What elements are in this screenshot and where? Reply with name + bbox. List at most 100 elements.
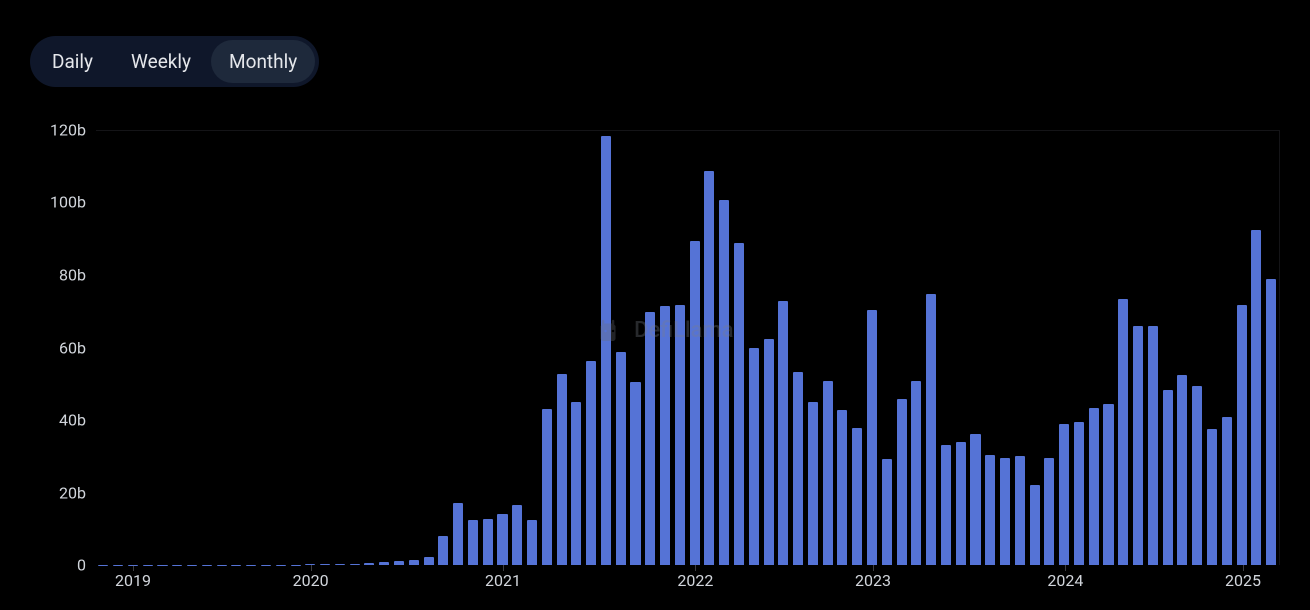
bar[interactable] [1118, 299, 1128, 565]
bar-slot [362, 131, 377, 565]
bar[interactable] [1074, 422, 1084, 565]
bar[interactable] [1030, 485, 1040, 565]
bar[interactable] [690, 241, 700, 565]
bar-slot [599, 131, 614, 565]
bar-slot [761, 131, 776, 565]
bar[interactable] [867, 310, 877, 565]
bar-slot [318, 131, 333, 565]
bar[interactable] [1089, 408, 1099, 565]
bar-slot [96, 131, 111, 565]
bar[interactable] [527, 520, 537, 565]
x-tick-label: 2022 [677, 571, 713, 590]
bar[interactable] [1251, 230, 1261, 565]
bar[interactable] [1000, 458, 1010, 565]
bar[interactable] [616, 352, 626, 565]
tab-weekly[interactable]: Weekly [113, 40, 209, 83]
bar-slot [451, 131, 466, 565]
bar[interactable] [660, 306, 670, 565]
bar[interactable] [882, 459, 892, 565]
bar-slot [658, 131, 673, 565]
bar[interactable] [1192, 386, 1202, 565]
bar[interactable] [704, 171, 714, 565]
bar-slot [983, 131, 998, 565]
bar[interactable] [734, 243, 744, 565]
bar[interactable] [1177, 375, 1187, 565]
bar[interactable] [1103, 404, 1113, 565]
bar[interactable] [749, 348, 759, 565]
plot-area: DefiLlama [96, 130, 1280, 565]
bar[interactable] [542, 409, 552, 565]
bar[interactable] [970, 434, 980, 565]
tab-daily[interactable]: Daily [34, 40, 111, 83]
bar-slot [939, 131, 954, 565]
bar[interactable] [1148, 326, 1158, 565]
bar-slot [392, 131, 407, 565]
bar[interactable] [630, 382, 640, 565]
bar[interactable] [719, 200, 729, 565]
bar-slot [1234, 131, 1249, 565]
bar-slot [140, 131, 155, 565]
bar[interactable] [852, 428, 862, 565]
bar-slot [643, 131, 658, 565]
y-tick-label: 80b [20, 265, 86, 284]
bar[interactable] [424, 557, 434, 565]
bar[interactable] [1266, 279, 1276, 565]
bar-slot [303, 131, 318, 565]
bar[interactable] [778, 301, 788, 565]
x-tick-label: 2023 [855, 571, 891, 590]
bar[interactable] [837, 410, 847, 565]
bar-slot [1264, 131, 1279, 565]
bar-slot [510, 131, 525, 565]
bar[interactable] [453, 503, 463, 565]
bar[interactable] [823, 381, 833, 565]
bar[interactable] [956, 442, 966, 565]
bar-slot [554, 131, 569, 565]
bar-slot [480, 131, 495, 565]
bar[interactable] [512, 505, 522, 565]
bar[interactable] [793, 372, 803, 565]
bar[interactable] [1044, 458, 1054, 565]
bar[interactable] [941, 445, 951, 565]
bar-slot [1205, 131, 1220, 565]
bar[interactable] [497, 514, 507, 565]
bar[interactable] [911, 381, 921, 565]
bar-slot [1057, 131, 1072, 565]
bar[interactable] [1237, 305, 1247, 565]
bar[interactable] [926, 294, 936, 565]
tab-monthly[interactable]: Monthly [211, 40, 315, 83]
bar[interactable] [985, 455, 995, 565]
bar[interactable] [808, 402, 818, 565]
bar[interactable] [1133, 326, 1143, 565]
bar-slot [687, 131, 702, 565]
bar[interactable] [1059, 424, 1069, 565]
bar-slot [820, 131, 835, 565]
bar[interactable] [1222, 417, 1232, 565]
bar-slot [155, 131, 170, 565]
bar-slot [406, 131, 421, 565]
bar[interactable] [468, 520, 478, 565]
bar-slot [1190, 131, 1205, 565]
bar-slot [259, 131, 274, 565]
bar[interactable] [483, 519, 493, 565]
bar[interactable] [601, 136, 611, 565]
bar[interactable] [1015, 456, 1025, 565]
bar[interactable] [675, 305, 685, 565]
bar-slot [791, 131, 806, 565]
bar[interactable] [897, 399, 907, 565]
interval-tab-group: DailyWeeklyMonthly [30, 36, 319, 87]
bar-slot [495, 131, 510, 565]
bar-slot [126, 131, 141, 565]
bar[interactable] [1163, 390, 1173, 565]
bar-slot [1160, 131, 1175, 565]
bar[interactable] [764, 339, 774, 565]
bar-slot [377, 131, 392, 565]
bar[interactable] [1207, 429, 1217, 565]
bar[interactable] [645, 312, 655, 565]
bar[interactable] [557, 374, 567, 565]
bar[interactable] [571, 402, 581, 565]
bar[interactable] [586, 361, 596, 565]
bar-slot [850, 131, 865, 565]
bar-slot [879, 131, 894, 565]
bar[interactable] [438, 536, 448, 565]
x-tick-label: 2021 [485, 571, 521, 590]
